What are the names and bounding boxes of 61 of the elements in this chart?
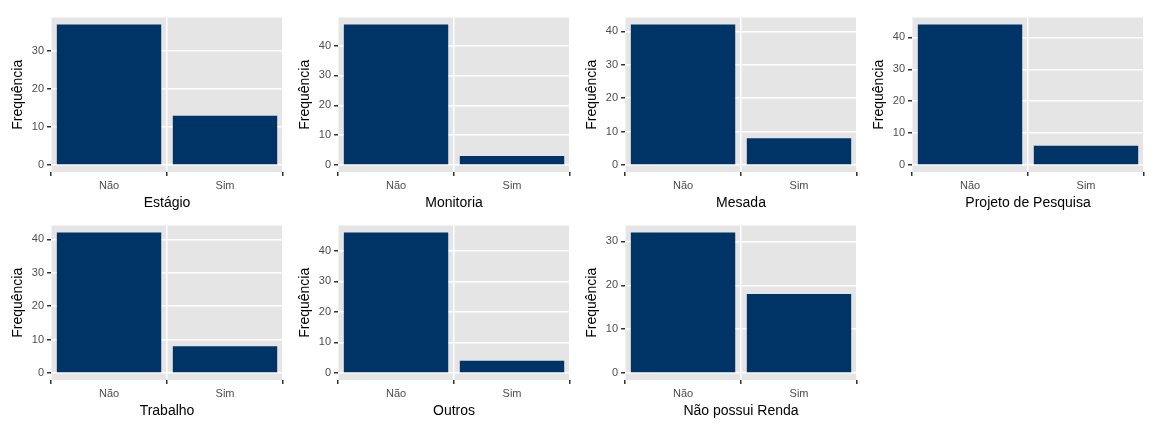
y-tick-label: 10: [318, 128, 332, 141]
y-tick-label: 40: [605, 24, 619, 37]
y-tick-label: 0: [37, 366, 45, 379]
x-tick-label: Sim: [1076, 178, 1096, 191]
x-tick-label: Sim: [789, 386, 809, 399]
y-tick-label: 0: [611, 158, 619, 171]
x-tick-label: Não: [672, 386, 694, 399]
y-tick-label: 20: [318, 304, 332, 317]
y-tick-label: 20: [31, 299, 45, 312]
y-tick-label: 30: [605, 234, 619, 247]
y-tick-label: 40: [318, 38, 332, 51]
y-axis-title: Frequência: [296, 267, 313, 338]
y-tick-label: 10: [605, 124, 619, 137]
x-tick-label: Não: [672, 178, 694, 191]
y-axis-title: Frequência: [583, 59, 600, 130]
y-tick-label: 30: [31, 44, 45, 57]
x-tick-label: Sim: [215, 178, 235, 191]
y-axis-title: Frequência: [870, 59, 887, 130]
x-axis-title: Monitoria: [425, 194, 484, 211]
x-tick-label: Não: [98, 386, 120, 399]
x-axis-title: Estágio: [143, 194, 191, 211]
y-axis-title: Frequência: [9, 59, 26, 130]
y-tick-label: 0: [324, 366, 332, 379]
y-tick-label: 20: [605, 278, 619, 291]
y-tick-label: 40: [892, 30, 906, 43]
x-tick-label: Sim: [502, 386, 522, 399]
y-tick-label: 20: [605, 91, 619, 104]
y-tick-label: 30: [318, 68, 332, 81]
x-axis-title: Trabalho: [139, 402, 195, 419]
x-tick-label: Sim: [502, 178, 522, 191]
x-axis-title: Mesada: [716, 194, 767, 211]
x-tick-label: Sim: [789, 178, 809, 191]
x-tick-label: Sim: [215, 386, 235, 399]
y-tick-label: 10: [31, 120, 45, 133]
x-tick-label: Não: [385, 178, 407, 191]
x-axis-title: Projeto de Pesquisa: [965, 194, 1091, 211]
y-tick-label: 0: [37, 158, 45, 171]
x-axis-title: Outros: [433, 402, 476, 419]
y-tick-label: 10: [31, 332, 45, 345]
y-tick-label: 10: [892, 126, 906, 139]
y-tick-label: 30: [318, 274, 332, 287]
y-tick-label: 20: [318, 98, 332, 111]
y-axis-title: Frequência: [9, 267, 26, 338]
y-tick-label: 40: [31, 232, 45, 245]
y-tick-label: 20: [892, 94, 906, 107]
x-tick-label: Não: [385, 386, 407, 399]
x-axis-title: Não possui Renda: [683, 402, 799, 419]
x-tick-label: Não: [98, 178, 120, 191]
y-axis-title: Frequência: [583, 267, 600, 338]
y-tick-label: 30: [892, 62, 906, 75]
x-tick-label: Não: [959, 178, 981, 191]
y-tick-label: 20: [31, 82, 45, 95]
y-axis-title: Frequência: [296, 59, 313, 130]
y-tick-label: 10: [605, 322, 619, 335]
y-tick-label: 0: [324, 158, 332, 171]
y-tick-label: 0: [898, 158, 906, 171]
y-tick-label: 0: [611, 366, 619, 379]
y-tick-label: 30: [31, 265, 45, 278]
y-tick-label: 10: [318, 335, 332, 348]
y-tick-label: 40: [318, 243, 332, 256]
y-tick-label: 30: [605, 57, 619, 70]
